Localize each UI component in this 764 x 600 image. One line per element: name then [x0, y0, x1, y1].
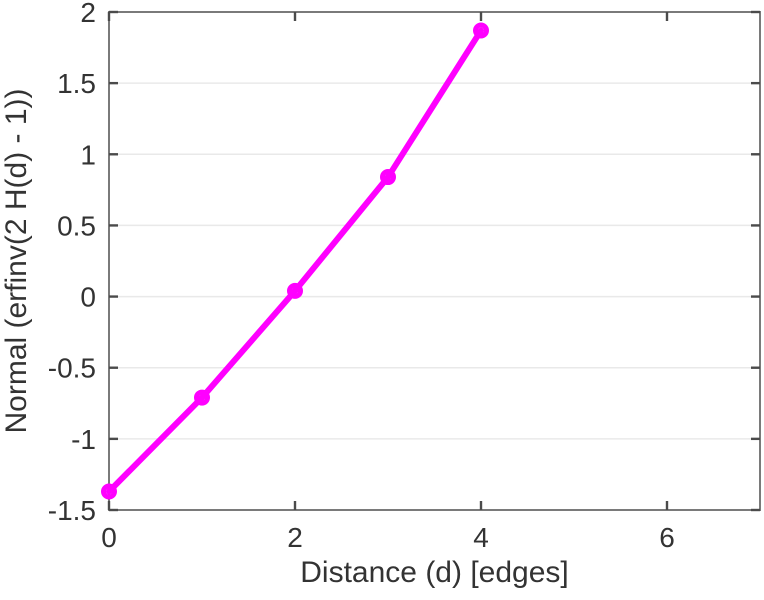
y-tick-label: 0.5 [57, 210, 96, 241]
x-tick-label: 2 [287, 522, 303, 553]
y-tick-label: 1 [80, 139, 96, 170]
data-point-marker [380, 169, 396, 186]
data-point-marker [101, 483, 117, 500]
x-tick-label: 4 [473, 522, 489, 553]
data-point-marker [194, 389, 210, 406]
plot-box [108, 11, 761, 511]
y-tick-label: -1 [71, 424, 96, 455]
y-tick-label: -1.5 [48, 495, 96, 526]
y-tick-label: 0 [80, 282, 96, 313]
data-point-marker [287, 282, 303, 299]
y-tick-label: 1.5 [57, 68, 96, 99]
x-tick-label: 6 [659, 522, 675, 553]
x-axis-label: Distance (d) [edges] [300, 556, 569, 589]
data-point-marker [473, 22, 489, 39]
data-line [106, 27, 484, 495]
y-tick-label: -0.5 [48, 353, 96, 384]
y-tick-label: 2 [80, 0, 96, 28]
y-axis-label: Normal (erfinv(2 H(d) - 1)) [0, 88, 33, 434]
x-tick-label: 0 [101, 522, 117, 553]
